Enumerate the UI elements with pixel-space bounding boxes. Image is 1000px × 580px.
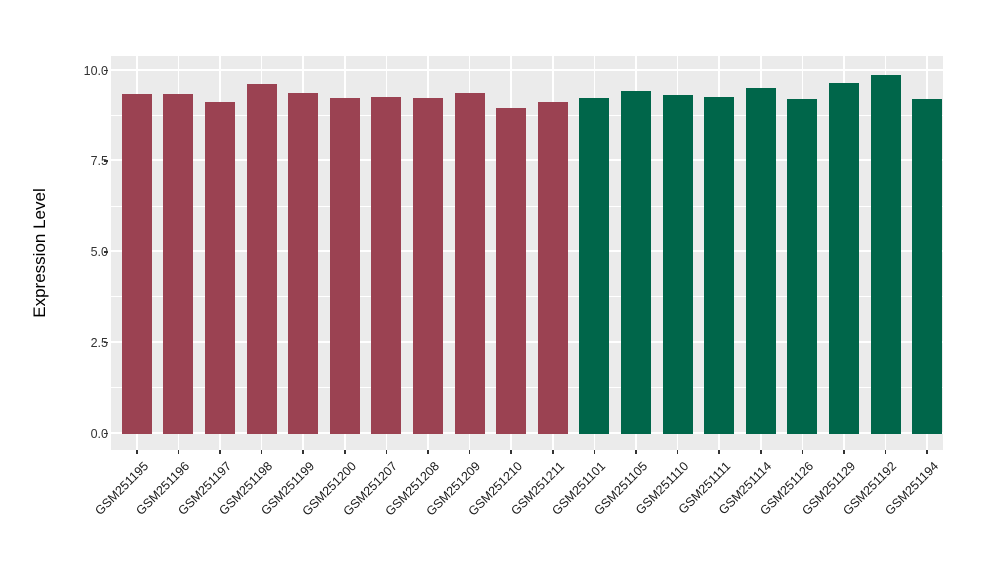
bar-GSM251209 [454, 92, 485, 434]
bar-GSM251208 [413, 98, 443, 434]
major-gridline [111, 431, 943, 434]
x-tick-mark [468, 450, 471, 454]
bar-GSM251211 [537, 102, 568, 434]
x-tick-mark [219, 450, 221, 454]
x-tick-mark [676, 450, 679, 454]
minor-gridline [111, 387, 943, 389]
x-tick-mark [926, 450, 928, 454]
bar-GSM251114 [745, 87, 776, 434]
y-tick-label: 2.5 [90, 335, 108, 350]
bar-GSM251194 [912, 98, 943, 434]
x-tick-mark [510, 450, 512, 454]
x-tick-mark [427, 450, 429, 454]
y-tick-mark [104, 160, 108, 162]
bar-GSM251101 [579, 98, 610, 434]
x-axis: GSM251195 GSM251196 GSM251197 GSM251198 GSM2… [92, 450, 943, 580]
bar-GSM251126 [787, 99, 818, 434]
y-tick-mark [104, 341, 108, 344]
x-tick-mark [260, 450, 263, 454]
major-gridline [111, 68, 943, 71]
minor-gridline [111, 296, 943, 298]
x-tick-mark [801, 450, 804, 454]
bar-GSM251200 [329, 98, 360, 434]
y-axis: 0.0 2.5 5.0 7.5 10.0 [0, 56, 108, 450]
bar-GSM251197 [205, 101, 235, 434]
y-tick-label: 5.0 [90, 245, 108, 259]
bar-GSM251210 [496, 107, 527, 434]
major-gridline [111, 340, 943, 343]
minor-gridline [111, 114, 943, 116]
y-tick-label: 10.0 [83, 63, 108, 78]
x-tick-mark [385, 450, 388, 454]
x-tick-mark [718, 450, 720, 454]
y-tick-label: 7.5 [90, 154, 108, 169]
bar-GSM251111 [704, 96, 735, 434]
y-tick-mark [104, 432, 108, 434]
bar-GSM251207 [371, 97, 402, 434]
x-tick-mark [884, 450, 887, 454]
minor-gridline [111, 205, 943, 207]
bar-GSM251105 [621, 90, 651, 434]
bar-GSM251195 [121, 94, 152, 434]
x-tick-mark [635, 450, 637, 454]
major-gridline [111, 250, 943, 252]
plot-panel [111, 56, 943, 450]
y-tick-mark [104, 69, 108, 71]
x-tick-mark [136, 450, 138, 454]
x-tick-mark [593, 450, 596, 454]
y-tick-mark [104, 251, 108, 253]
y-tick-label: 0.0 [90, 426, 108, 441]
bar-GSM251192 [870, 75, 901, 434]
x-tick-mark [760, 450, 762, 454]
bar-GSM251198 [246, 83, 277, 434]
x-tick-mark [344, 450, 346, 454]
bar-GSM251110 [662, 95, 693, 434]
major-gridline [111, 159, 943, 162]
bar-GSM251196 [163, 94, 194, 434]
bar-GSM251199 [288, 93, 319, 434]
bar-GSM251129 [829, 83, 859, 434]
x-tick-mark [177, 450, 180, 454]
x-tick-mark [302, 450, 304, 454]
x-tick-mark [843, 450, 845, 454]
x-tick-mark [552, 450, 554, 454]
